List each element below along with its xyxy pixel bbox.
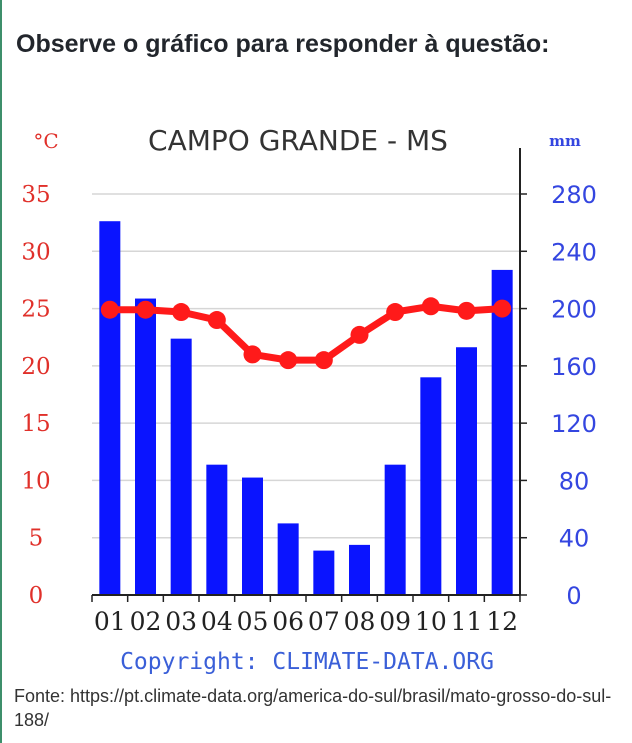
copyright-label: Copyright: CLIMATE-DATA.ORG (120, 649, 494, 675)
temperature-point (172, 303, 191, 322)
x-axis-ticks: 01 02 03 04 05 06 07 08 09 10 11 12 (94, 607, 518, 636)
x-axis-tick-label: 08 (344, 607, 376, 636)
x-axis-tick-label: 02 (130, 607, 162, 636)
temperature-point (493, 299, 512, 318)
left-accent-rule (0, 0, 2, 743)
precipitation-bar (99, 221, 121, 595)
grid-lines (92, 193, 520, 539)
x-axis-tick-label: 05 (237, 607, 269, 636)
precipitation-bar (170, 338, 192, 595)
precipitation-bar (456, 347, 477, 595)
x-axis-tick-label: 07 (308, 607, 340, 636)
x-axis-tick-label: 06 (272, 607, 304, 636)
left-axis-tick-label: 30 (21, 239, 50, 265)
left-axis-ticks: 0 5 10 15 20 25 30 35 (21, 182, 50, 609)
precipitation-bars (99, 221, 513, 595)
left-axis-tick-label: 20 (21, 354, 50, 380)
right-axis-tick-label: 280 (551, 181, 597, 209)
temperature-point (350, 325, 369, 344)
chart-title: CAMPO GRANDE - MS (148, 124, 448, 157)
right-axis-unit: mm (549, 132, 581, 150)
temperature-point (457, 301, 476, 320)
x-axis-tick-label: 09 (379, 607, 411, 636)
left-axis-tick-label: 0 (29, 583, 44, 609)
precipitation-bar (277, 523, 299, 595)
temperature-point (314, 351, 333, 370)
right-axis-tick-label: 120 (551, 410, 597, 438)
x-axis-tick-label: 10 (415, 607, 447, 636)
temperature-line (100, 297, 512, 370)
temperature-point (386, 303, 405, 322)
temperature-point (100, 300, 119, 319)
x-axis-tick-label: 01 (94, 607, 126, 636)
temperature-point (421, 297, 440, 316)
x-axis-tick-label: 11 (451, 607, 483, 636)
left-axis-tick-label: 5 (29, 526, 44, 552)
temperature-point (279, 351, 298, 370)
left-axis-tick-label: 35 (21, 182, 50, 208)
precipitation-bar (349, 544, 370, 595)
question-prompt: Observe o gráfico para responder à quest… (16, 30, 550, 58)
source-citation: Fonte: https://pt.climate-data.org/ameri… (14, 686, 612, 730)
x-axis-tick-label: 12 (486, 607, 518, 636)
left-axis-tick-label: 25 (21, 297, 50, 323)
right-axis-tick-label: 80 (559, 467, 590, 495)
temperature-point (243, 345, 262, 364)
precipitation-bar (242, 477, 263, 595)
right-axis-ticks: 0 40 80 120 160 200 240 280 (551, 181, 597, 610)
temperature-point (207, 311, 226, 330)
precipitation-bar (313, 550, 335, 595)
precipitation-bar (420, 377, 442, 595)
temperature-line-path (106, 302, 506, 364)
x-axis-tick-label: 03 (165, 607, 197, 636)
axes (91, 148, 527, 602)
right-axis-tick-label: 240 (551, 238, 597, 266)
left-axis-unit: °C (33, 129, 58, 153)
right-axis-tick-label: 40 (559, 525, 590, 553)
right-axis-tick-label: 200 (551, 296, 597, 324)
precipitation-bar (491, 269, 513, 595)
temperature-point (136, 300, 155, 319)
left-axis-tick-label: 10 (21, 468, 50, 494)
left-axis-tick-label: 15 (21, 411, 50, 437)
right-axis-tick-label: 0 (566, 582, 581, 610)
precipitation-bar (206, 464, 228, 595)
right-axis-tick-label: 160 (551, 353, 597, 381)
precipitation-bar (384, 464, 406, 595)
x-axis-tick-label: 04 (201, 607, 233, 636)
precipitation-bar (135, 298, 156, 595)
